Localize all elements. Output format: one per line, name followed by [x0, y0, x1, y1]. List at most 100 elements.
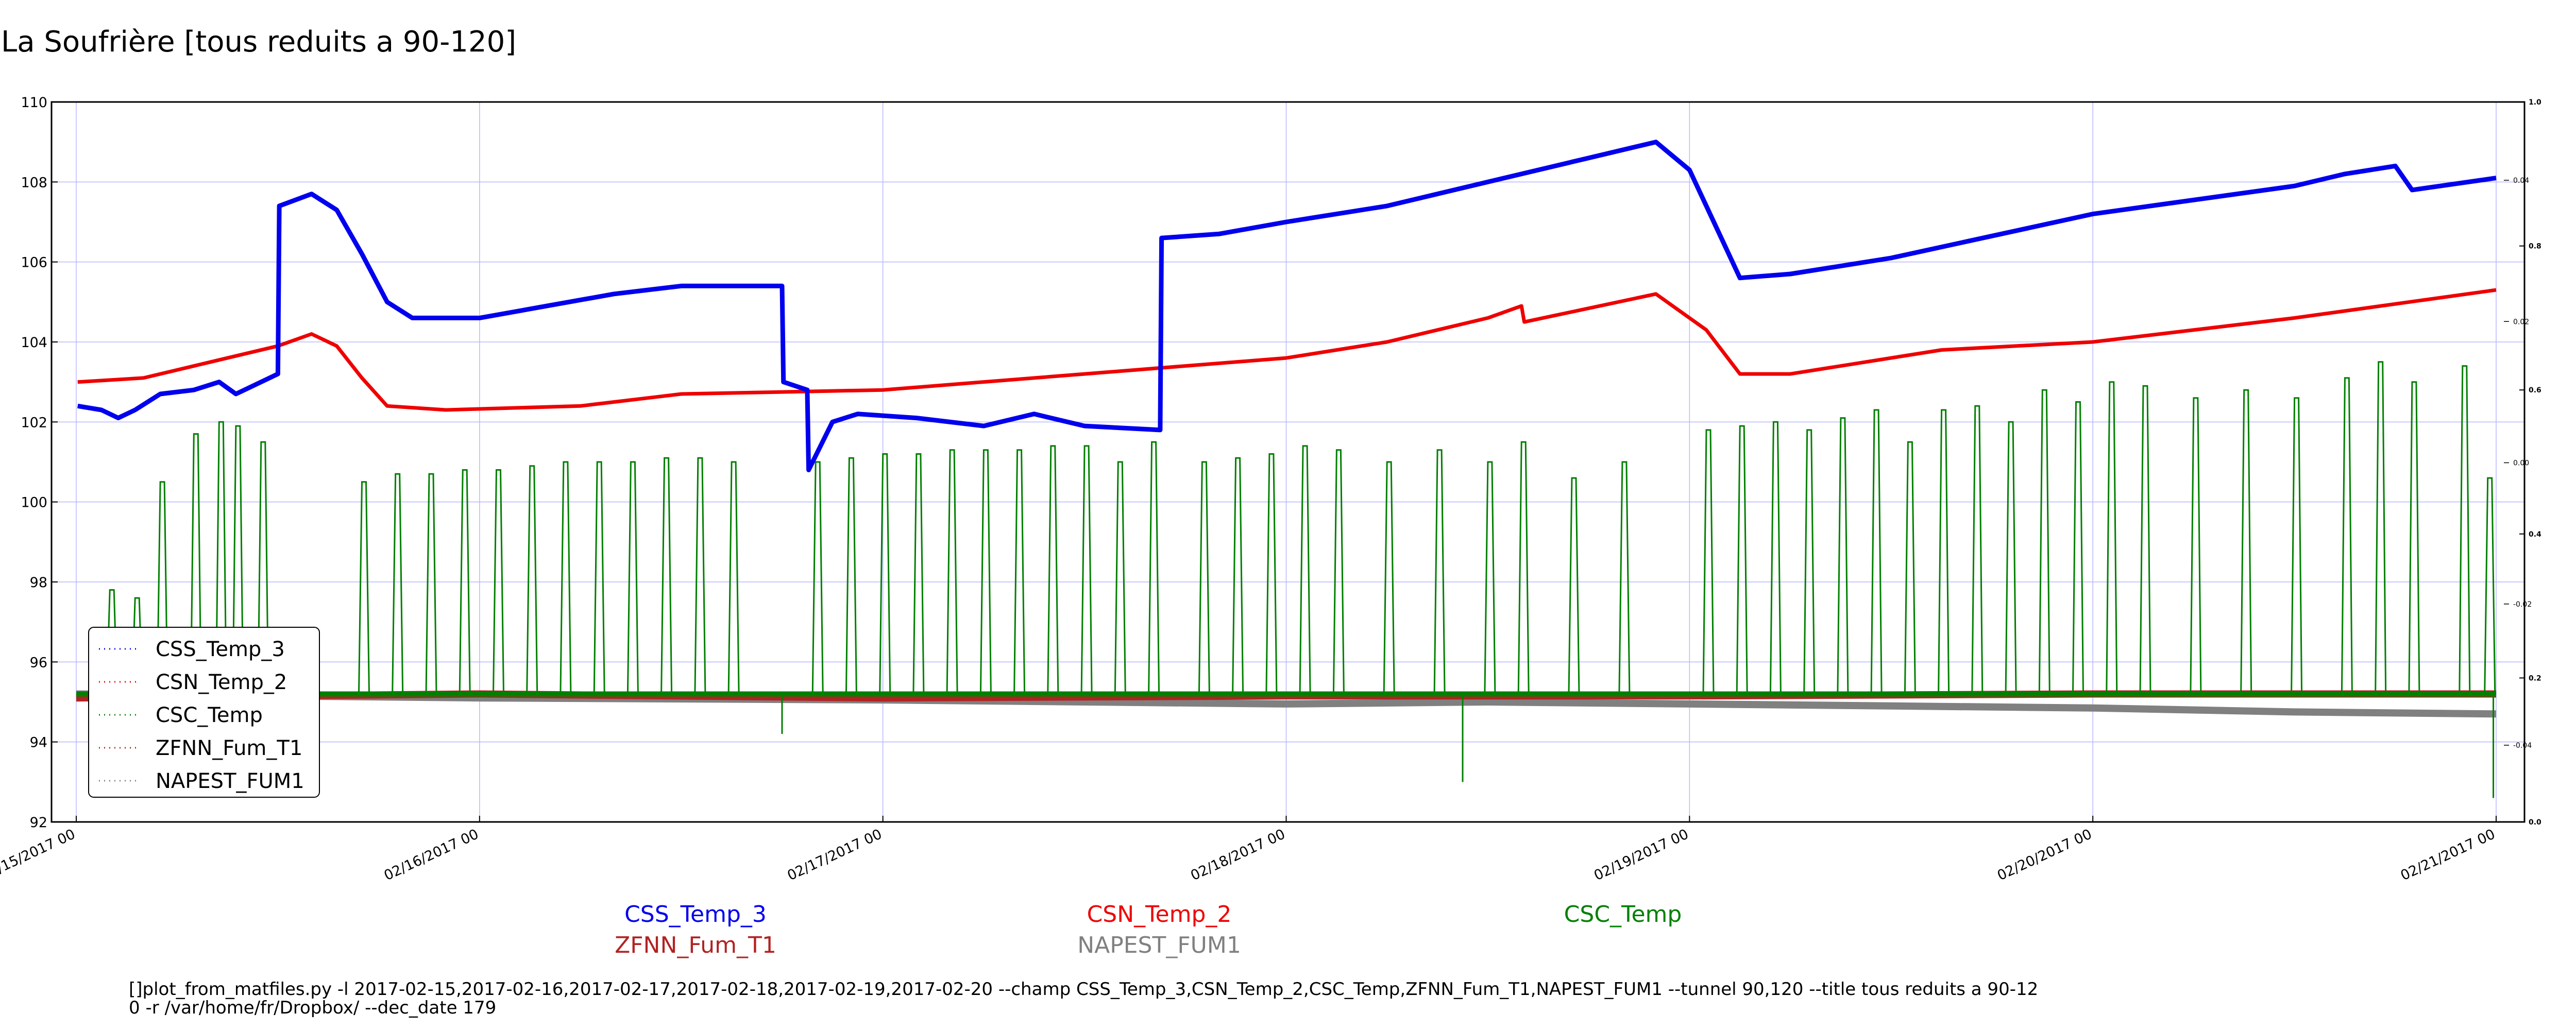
csc-temp-spike	[1433, 449, 1446, 694]
series-csc-temp	[76, 361, 2496, 798]
y-tick-label: 98	[30, 575, 47, 591]
csc-temp-spike	[660, 457, 673, 694]
csc-temp-spike	[1904, 441, 1916, 694]
csc-temp-spike	[2341, 377, 2353, 694]
csc-temp-spike	[2291, 397, 2303, 694]
csc-temp-spike	[1148, 441, 1160, 694]
csc-temp-spike	[1383, 461, 1395, 694]
series-labels: CSS_Temp_3 CSN_Temp_2 CSC_Temp ZFNN_Fum_T1 N…	[615, 901, 1682, 958]
csc-temp-spike	[626, 461, 639, 694]
legend-entry: CSS_Temp_3	[156, 638, 285, 661]
csc-temp-spike	[879, 453, 891, 694]
csc-temp-spike	[2190, 397, 2202, 694]
csc-temp-spike	[1702, 429, 1715, 694]
csc-temp-spike	[912, 453, 925, 694]
csc-temp-spike	[2106, 381, 2118, 694]
x-tick-label: 02/17/2017 00	[785, 826, 885, 884]
inner-tick-label: 0.02	[2513, 318, 2529, 326]
csc-temp-spike	[392, 473, 404, 694]
csc-temp-spike	[1837, 417, 1849, 694]
series-csn-temp-2	[77, 288, 2497, 412]
csc-temp-spike	[1013, 449, 1026, 694]
csc-temp-spike	[1769, 421, 1782, 694]
csc-temp-spike	[1870, 409, 1883, 694]
series-label-text: CSS_Temp_3	[624, 901, 767, 928]
series-label-text: CSN_Temp_2	[1087, 901, 1232, 928]
csc-temp-spike	[232, 425, 244, 694]
series-label-text: CSC_Temp	[1564, 901, 1682, 928]
csc-temp-spike	[1198, 461, 1210, 694]
csc-temp-spike	[190, 433, 202, 694]
csc-temp-spike	[156, 481, 168, 694]
csc-temp-spike	[1803, 429, 1816, 694]
axes: 92 94 96 98 100 102 104 106 108 110 02/15/2017 00 0…	[0, 95, 2541, 884]
x-tick-label: 02/16/2017 00	[382, 826, 481, 884]
csc-temp-spike	[1736, 425, 1748, 694]
series-layer	[76, 140, 2497, 798]
csc-temp-spike	[459, 469, 471, 694]
csc-temp-spike	[694, 457, 706, 694]
csc-temp-spike	[1265, 453, 1278, 694]
inner-tick-label: -0.02	[2513, 600, 2532, 609]
csc-temp-spike	[1114, 461, 1126, 694]
right-tick-label: 1.0	[2529, 98, 2541, 107]
chart-title: La Soufrière [tous reduits a 90-120]	[1, 25, 516, 59]
csc-temp-spike	[1938, 409, 1950, 694]
legend-entry: ZFNN_Fum_T1	[156, 736, 302, 760]
csc-temp-spike	[2484, 477, 2496, 694]
legend-entry: NAPEST_FUM1	[156, 769, 304, 793]
csc-temp-spike	[1568, 477, 1580, 694]
csc-temp-spike	[845, 457, 857, 694]
csc-temp-spike	[1618, 461, 1631, 694]
csc-temp-spike	[2005, 421, 2017, 694]
csc-temp-spike	[1232, 457, 1244, 694]
y-tick-label: 92	[30, 815, 47, 831]
csc-temp-spike	[1517, 441, 1530, 694]
y-tick-label: 100	[21, 495, 47, 511]
csc-temp-spike	[1971, 405, 1984, 694]
right-tick-label: 0.2	[2529, 674, 2541, 682]
plot-frame	[50, 101, 2526, 823]
right-tick-label: 0.0	[2529, 818, 2541, 827]
inner-tick-label: 0.04	[2513, 177, 2529, 185]
csc-temp-spike	[593, 461, 605, 694]
csc-temp-spike	[1484, 461, 1496, 694]
grid	[52, 101, 2524, 822]
command-line-2: 0 -r /var/home/fr/Dropbox/ --dec_date 17…	[129, 998, 496, 1018]
csc-temp-spike	[979, 449, 992, 694]
csc-temp-spike	[358, 481, 370, 694]
legend-box	[88, 627, 320, 798]
series-label-text: NAPEST_FUM1	[1077, 932, 1241, 958]
x-tick-label: 02/18/2017 00	[1188, 826, 1287, 884]
csc-temp-spike	[811, 461, 824, 694]
series-label-text: ZFNN_Fum_T1	[615, 932, 776, 958]
csc-temp-spike	[526, 465, 538, 694]
x-tick-label: 02/19/2017 00	[1591, 826, 1691, 884]
csc-temp-spike	[2459, 365, 2471, 694]
x-tick-label: 02/15/2017 00	[0, 826, 78, 884]
legend-entry: CSC_Temp	[156, 703, 263, 727]
right-tick-label: 0.8	[2529, 243, 2541, 251]
csc-temp-spike	[2072, 401, 2084, 694]
series-css-temp-3	[77, 140, 2497, 472]
csc-temp-spike	[493, 469, 504, 694]
csc-temp-spike	[946, 449, 958, 694]
right-tick-label: 0.4	[2529, 530, 2541, 539]
x-tick-label: 02/21/2017 00	[2398, 826, 2498, 884]
legend-entry: CSN_Temp_2	[156, 671, 287, 694]
csc-temp-spike	[2038, 389, 2050, 694]
csc-temp-spike	[2139, 385, 2151, 694]
csc-temp-spike	[2375, 361, 2387, 694]
csc-temp-spike	[215, 421, 227, 694]
x-tick-label: 02/20/2017 00	[1995, 826, 2094, 884]
command-line-1: []plot_from_matfiles.py -l 2017-02-15,20…	[129, 979, 2038, 1000]
y-tick-label: 110	[21, 95, 47, 111]
y-tick-label: 104	[21, 335, 47, 351]
y-tick-label: 94	[30, 735, 47, 751]
y-tick-label: 108	[21, 175, 47, 191]
right-tick-label: 0.6	[2529, 386, 2541, 394]
csc-temp-spike	[2408, 381, 2420, 694]
csc-temp-spike	[1047, 445, 1059, 694]
y-tick-label: 96	[30, 655, 47, 671]
